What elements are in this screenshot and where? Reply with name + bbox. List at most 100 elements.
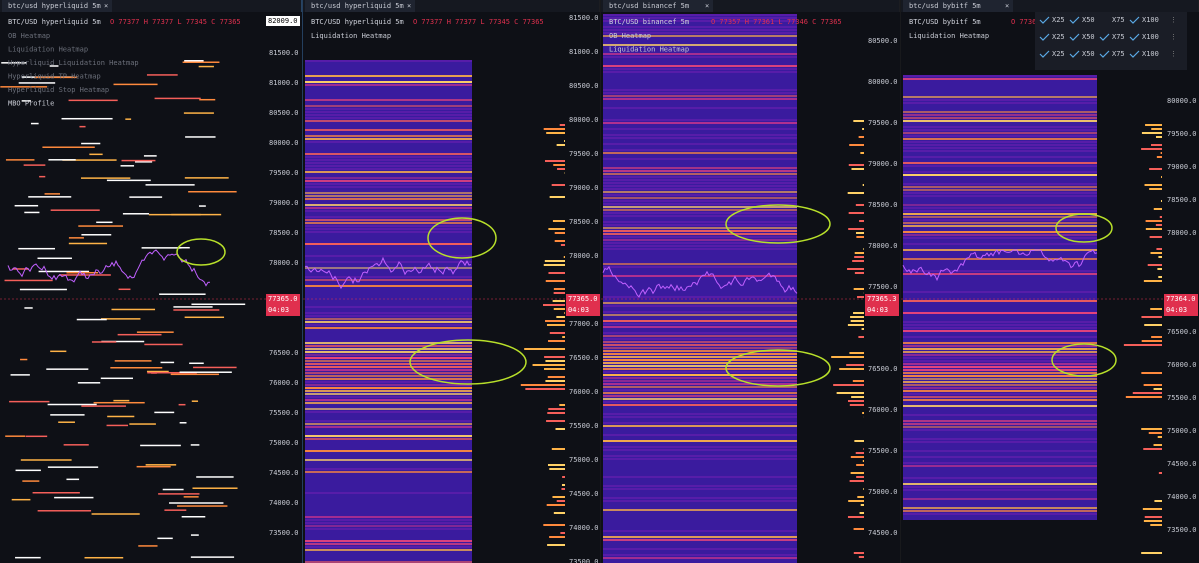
annotation-circle bbox=[409, 339, 527, 385]
liq-line bbox=[106, 179, 151, 182]
check-icon[interactable] bbox=[1069, 33, 1080, 41]
axis-label: 73500.0 bbox=[269, 529, 299, 537]
indicator-label[interactable]: Hyperliquid Stop Heatmap bbox=[8, 86, 109, 94]
axis-label: 79000.0 bbox=[569, 184, 599, 192]
heat-band bbox=[903, 426, 1097, 428]
check-icon[interactable] bbox=[1129, 16, 1140, 24]
heat-band bbox=[903, 129, 1097, 131]
profile-bar bbox=[548, 408, 565, 410]
profile-bar bbox=[551, 184, 565, 186]
profile-bar bbox=[1141, 340, 1162, 342]
liq-line bbox=[198, 65, 214, 68]
liq-line bbox=[78, 225, 124, 227]
annotation-circle bbox=[427, 217, 497, 259]
tab-close[interactable]: × bbox=[1005, 2, 1009, 10]
check-icon[interactable] bbox=[1039, 16, 1050, 24]
price-line bbox=[602, 265, 798, 298]
heat-band bbox=[603, 398, 797, 400]
check-icon[interactable] bbox=[1099, 50, 1110, 58]
heat-band bbox=[603, 194, 797, 196]
heat-band bbox=[305, 318, 472, 320]
tab-close[interactable]: × bbox=[104, 2, 108, 10]
profile-bar bbox=[556, 500, 565, 502]
profile-bar bbox=[546, 504, 565, 506]
check-icon[interactable] bbox=[1129, 33, 1140, 41]
liq-line bbox=[18, 247, 55, 250]
profile-bar bbox=[546, 132, 565, 134]
axis-label: 80000.0 bbox=[1167, 97, 1197, 105]
heat-band bbox=[305, 411, 472, 413]
leverage-label: X100 bbox=[1142, 16, 1159, 24]
profile-bar bbox=[553, 512, 565, 514]
profile-bar bbox=[1154, 500, 1162, 502]
heat-band bbox=[903, 162, 1097, 164]
indicator-label[interactable]: Liquidation Heatmap bbox=[8, 46, 88, 54]
heat-band bbox=[903, 102, 1097, 104]
heat-band bbox=[903, 270, 1097, 272]
axis-label: 74500.0 bbox=[569, 490, 599, 498]
axis-label: 76000.0 bbox=[569, 388, 599, 396]
indicator-label[interactable]: Liquidation Heatmap bbox=[609, 46, 689, 54]
heat-band bbox=[305, 192, 472, 194]
axis-label: 78500.0 bbox=[868, 201, 898, 209]
heat-band bbox=[903, 369, 1097, 371]
heat-band bbox=[603, 221, 797, 223]
heat-band bbox=[903, 195, 1097, 197]
indicator-label[interactable]: OB Heatmap bbox=[8, 32, 50, 40]
tab[interactable] bbox=[2, 0, 112, 12]
heat-band bbox=[305, 141, 472, 143]
check-icon[interactable] bbox=[1069, 16, 1080, 24]
heat-band bbox=[903, 150, 1097, 152]
tab[interactable] bbox=[305, 0, 415, 12]
profile-bar bbox=[853, 528, 864, 530]
heat-band bbox=[903, 330, 1097, 332]
heat-band bbox=[305, 177, 472, 179]
axis-label: 75500.0 bbox=[1167, 394, 1197, 402]
check-icon[interactable] bbox=[1129, 50, 1140, 58]
axis-label: 76500.0 bbox=[1167, 328, 1197, 336]
tab[interactable] bbox=[903, 0, 1013, 12]
profile-bar bbox=[553, 288, 565, 290]
liq-line bbox=[24, 307, 33, 309]
indicator-label[interactable]: OB Heatmap bbox=[609, 32, 651, 40]
liq-line bbox=[5, 159, 35, 161]
heat-band bbox=[903, 216, 1097, 218]
liq-line bbox=[193, 366, 237, 369]
check-icon[interactable] bbox=[1039, 50, 1050, 58]
profile-bar bbox=[547, 376, 565, 378]
heat-band bbox=[305, 363, 472, 365]
tab-close[interactable]: × bbox=[705, 2, 709, 10]
check-icon[interactable] bbox=[1099, 33, 1110, 41]
indicator-label[interactable]: MBO Profile bbox=[8, 100, 54, 108]
axis-label: 80500.0 bbox=[868, 37, 898, 45]
last-price: 77365.0 bbox=[568, 295, 598, 303]
price-axis bbox=[566, 12, 600, 563]
heat-band bbox=[603, 44, 797, 46]
liq-line bbox=[48, 159, 76, 161]
tab-close[interactable]: × bbox=[407, 2, 411, 10]
axis-label: 76000.0 bbox=[868, 406, 898, 414]
profile-bar bbox=[559, 124, 565, 126]
profile-bar bbox=[549, 468, 565, 470]
heat-band bbox=[603, 200, 797, 202]
axis-label: 74500.0 bbox=[269, 469, 299, 477]
heat-band bbox=[603, 29, 797, 31]
heat-band bbox=[903, 204, 1097, 206]
heat-band bbox=[305, 105, 472, 107]
profile-bar bbox=[862, 412, 864, 414]
profile-bar bbox=[564, 312, 565, 314]
profile-bar bbox=[520, 384, 565, 386]
heat-band bbox=[305, 120, 472, 122]
check-icon[interactable] bbox=[1069, 50, 1080, 58]
indicator-label[interactable]: Hyperliquid Liquidation Heatmap bbox=[8, 59, 139, 67]
indicator-label[interactable]: Liquidation Heatmap bbox=[311, 32, 391, 40]
annotation-circle bbox=[725, 349, 831, 387]
heat-band bbox=[903, 141, 1097, 143]
heat-band bbox=[305, 186, 472, 188]
profile-bar bbox=[859, 220, 864, 222]
indicator-label[interactable]: Hyperliquid TP Heatmap bbox=[8, 73, 101, 81]
tab[interactable] bbox=[603, 0, 713, 12]
indicator-label[interactable]: Liquidation Heatmap bbox=[909, 32, 989, 40]
liq-line bbox=[134, 161, 153, 163]
check-icon[interactable] bbox=[1039, 33, 1050, 41]
